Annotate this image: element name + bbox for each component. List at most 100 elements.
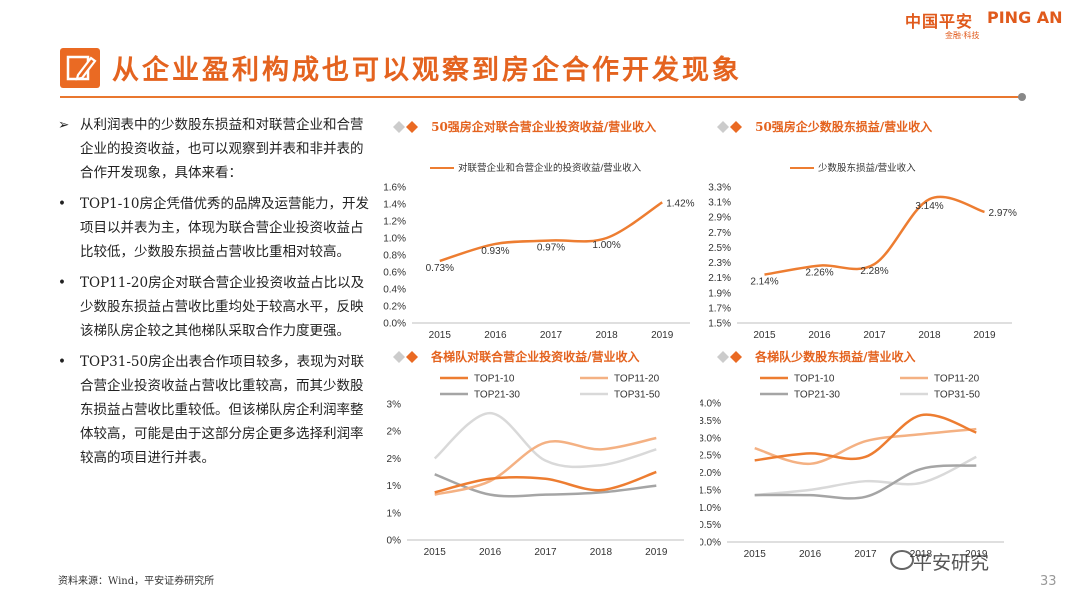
legend-label: 少数股东损益/营业收入: [818, 162, 916, 174]
y-tick-label: 0.4%: [383, 285, 406, 296]
y-tick-label: 1.7%: [708, 303, 731, 314]
y-tick-label: 2.9%: [708, 213, 731, 224]
paragraph: • TOP11-20房企对联合营企业投资收益占比以及少数股东损益占营收比重均处于…: [58, 271, 374, 343]
x-tick-label: 2017: [854, 549, 877, 560]
chart-jv-income-tiers: 0% 1% 1% 2% 2% 3% 2015 2016 2017 2018 2019 TOP1-10 T…: [387, 374, 684, 558]
logo-cn: 中国平安: [905, 12, 974, 31]
data-label: 1.42%: [666, 198, 694, 209]
y-tick-label: 1%: [387, 508, 402, 519]
page-title: 从企业盈利构成也可以观察到房企合作开发现象: [112, 55, 742, 86]
series-line: [764, 195, 985, 276]
y-tick-label: 1%: [387, 481, 402, 492]
arrow-bullet-icon: ➢: [58, 117, 70, 133]
divider-dot: [1018, 93, 1026, 101]
x-tick-label: 2017: [534, 547, 557, 558]
series-line: [754, 413, 977, 462]
series-line: [434, 436, 657, 496]
diamond-icon: [393, 121, 418, 133]
series-line: [754, 455, 977, 497]
legend-label: TOP21-30: [794, 390, 840, 401]
data-label: 2.97%: [989, 208, 1017, 219]
y-tick-label: 1.4%: [383, 200, 406, 211]
chart-jv-income-50: 0.0% 0.2% 0.4% 0.6% 0.8% 1.0% 1.2% 1.4% 1.6% 2015…: [383, 162, 694, 341]
data-label: 2.14%: [750, 277, 778, 288]
y-tick-label: 2.3%: [708, 258, 731, 269]
x-tick-label: 2015: [429, 330, 452, 341]
y-tick-label: 0.8%: [383, 251, 406, 262]
data-label: 1.00%: [592, 240, 620, 251]
legend-label: TOP1-10: [794, 374, 835, 385]
data-label: 3.14%: [915, 201, 943, 212]
chart-title: 50强房企对联合营企业投资收益/营业收入: [431, 120, 657, 134]
y-tick-label: 1.5%: [700, 485, 721, 496]
y-tick-label: 0.5%: [700, 520, 721, 531]
y-tick-label: 3.1%: [708, 198, 731, 209]
y-tick-label: 4.0%: [700, 399, 721, 410]
y-tick-label: 3%: [387, 400, 402, 411]
chart-3-header: 各梯队对联合营企业投资收益/营业收入: [392, 349, 639, 368]
y-tick-label: 0%: [387, 536, 402, 547]
data-label: 2.28%: [860, 266, 888, 277]
paragraph-text: TOP1-10房企凭借优秀的品牌及运营能力，开发项目以并表为主，体现为联合营企业…: [80, 196, 369, 260]
series-line: [433, 411, 657, 469]
y-tick-label: 3.0%: [700, 433, 721, 444]
y-tick-label: 2.1%: [708, 273, 731, 284]
y-tick-label: 2.5%: [700, 451, 721, 462]
paragraph-text: TOP11-20房企对联合营企业投资收益占比以及少数股东损益占营收比重均处于较高…: [80, 275, 365, 339]
paragraph: ➢ 从利润表中的少数股东损益和对联营企业和合营企业的投资收益，也可以观察到并表和…: [58, 113, 374, 185]
pencil-icon: [60, 48, 100, 88]
series-line: [434, 470, 657, 494]
x-tick-label: 2019: [965, 549, 988, 560]
x-tick-label: 2019: [651, 330, 674, 341]
y-tick-label: 0.6%: [383, 268, 406, 279]
y-tick-label: 2%: [387, 454, 402, 465]
x-tick-label: 2016: [479, 547, 502, 558]
series-line: [754, 427, 977, 466]
chart-4-header: 各梯队少数股东损益/营业收入: [716, 349, 915, 368]
logo-sub: 金融·科技: [945, 31, 980, 40]
wechat-icon: [890, 550, 914, 570]
source-note: 资料来源：Wind，平安证券研究所: [58, 576, 215, 587]
x-tick-label: 2015: [753, 330, 776, 341]
data-label: 0.93%: [481, 246, 509, 257]
x-tick-label: 2017: [540, 330, 563, 341]
y-tick-label: 2%: [387, 427, 402, 438]
y-tick-label: 1.5%: [708, 319, 731, 330]
bullet-icon: •: [58, 354, 66, 370]
x-tick-label: 2015: [744, 549, 767, 560]
y-tick-label: 1.2%: [383, 217, 406, 228]
x-tick-label: 2017: [863, 330, 886, 341]
paragraph-text: 从利润表中的少数股东损益和对联营企业和合营企业的投资收益，也可以观察到并表和非并…: [80, 117, 364, 181]
x-tick-label: 2018: [595, 330, 618, 341]
diamond-icon: [393, 351, 418, 363]
paragraph-text: TOP31-50房企出表合作项目较多，表现为对联合营企业投资收益占营收比重较高，…: [80, 354, 365, 466]
chart-minority-50: 1.5% 1.7% 1.9% 2.1% 2.3% 2.5% 2.7% 2.9% 3.1% 3.3%…: [708, 162, 1017, 341]
watermark: 平安研究: [913, 552, 990, 574]
logo-en: PING AN: [987, 8, 1063, 27]
y-tick-label: 2.0%: [700, 468, 721, 479]
body-text: ➢ 从利润表中的少数股东损益和对联营企业和合营企业的投资收益，也可以观察到并表和…: [58, 113, 374, 477]
bullet-icon: •: [58, 275, 66, 291]
y-tick-label: 1.9%: [708, 288, 731, 299]
paragraph: • TOP1-10房企凭借优秀的品牌及运营能力，开发项目以并表为主，体现为联合营…: [58, 192, 374, 264]
x-tick-label: 2016: [799, 549, 822, 560]
data-label: 0.73%: [426, 263, 454, 274]
legend-label: TOP21-30: [474, 390, 520, 401]
legend-label: TOP11-20: [614, 374, 660, 385]
y-tick-label: 2.7%: [708, 228, 731, 239]
y-tick-label: 2.5%: [708, 243, 731, 254]
title-divider: [60, 96, 1024, 98]
chart-title: 50强房企少数股东损益/营业收入: [755, 120, 933, 134]
y-tick-label: 0.0%: [383, 319, 406, 330]
data-label: 2.26%: [805, 268, 833, 279]
x-tick-label: 2015: [424, 547, 447, 558]
y-tick-label: 3.3%: [708, 183, 731, 194]
x-tick-label: 2016: [484, 330, 507, 341]
y-tick-label: 3.5%: [700, 416, 721, 427]
data-label: 0.97%: [537, 243, 565, 254]
y-tick-label: 1.6%: [383, 183, 406, 194]
x-tick-label: 2018: [918, 330, 941, 341]
chart-minority-tiers: 0.0% 0.5% 1.0% 1.5% 2.0% 2.5% 3.0% 3.5% 4.0% 2015…: [700, 374, 1004, 560]
x-tick-label: 2018: [910, 549, 933, 560]
y-tick-label: 0.0%: [700, 538, 721, 549]
